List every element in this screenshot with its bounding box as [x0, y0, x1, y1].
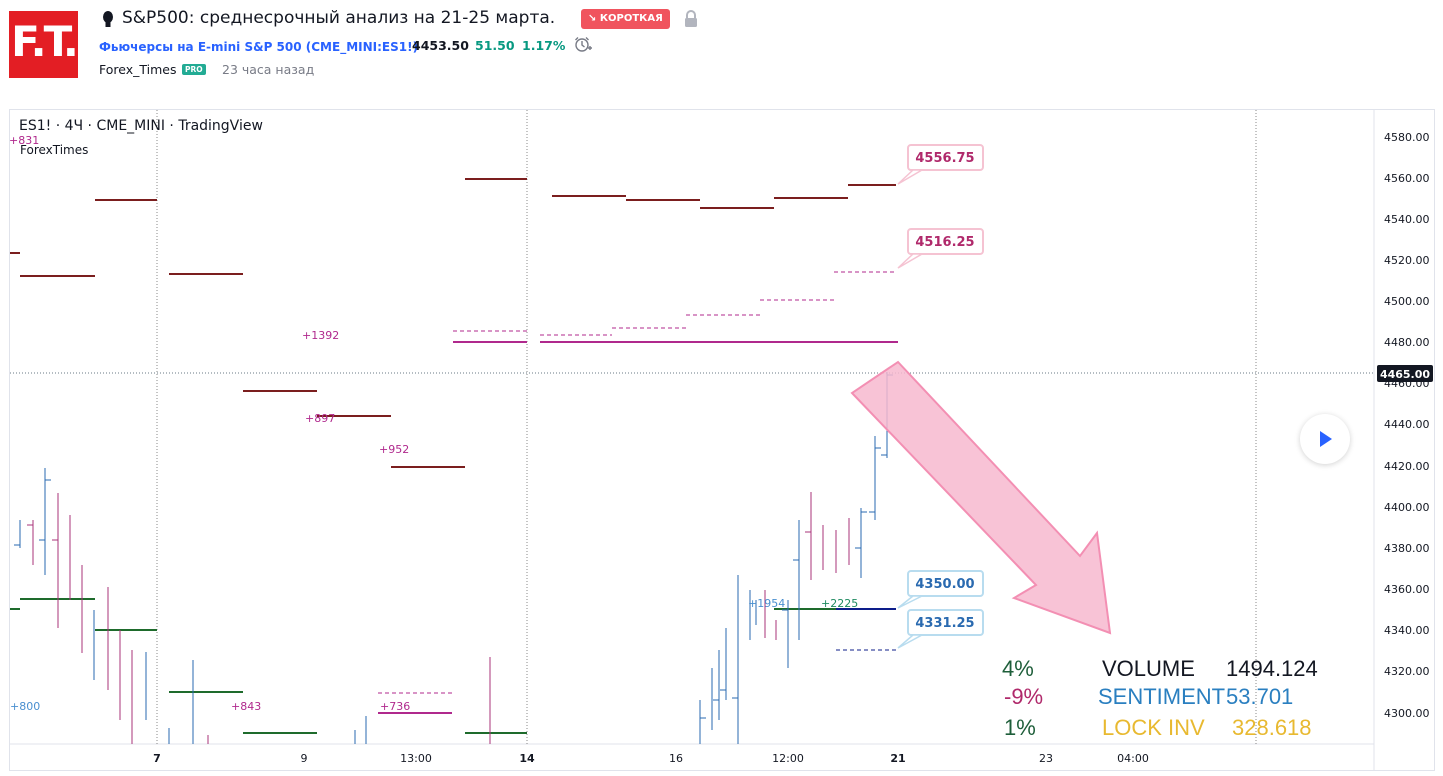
annotation-label: +736: [380, 700, 410, 713]
lockinv-label: LOCK INV: [1102, 715, 1205, 740]
symbol-link[interactable]: Фьючерсы на E-mini S&P 500 (CME_MINI:ES1…: [99, 40, 419, 54]
level-tag-4556: 4556.75: [897, 144, 984, 185]
svg-text:4340.00: 4340.00: [1384, 624, 1430, 637]
volume-label: VOLUME: [1102, 656, 1195, 681]
stat-percent-lockinv: 1%: [1004, 715, 1036, 740]
svg-text:16: 16: [669, 752, 683, 765]
svg-text:14: 14: [519, 752, 535, 765]
svg-text:04:00: 04:00: [1117, 752, 1149, 765]
sentiment-value: 53.701: [1226, 684, 1294, 709]
annotation-label: +800: [10, 700, 40, 713]
price-change-percent: 1.17%: [522, 38, 566, 53]
svg-text:4331.25: 4331.25: [915, 616, 974, 631]
alarm-clock-icon[interactable]: [573, 36, 593, 54]
pivot-lines: [378, 341, 898, 714]
lock-icon[interactable]: [683, 10, 699, 28]
annotation-label: +1392: [302, 329, 339, 342]
stat-percent-sentiment: -9%: [1004, 684, 1044, 709]
sentiment-label: SENTIMENT: [1098, 684, 1226, 709]
chart-frame[interactable]: [9, 109, 1435, 771]
svg-text:4520.00: 4520.00: [1384, 254, 1430, 267]
svg-text:4500.00: 4500.00: [1384, 295, 1430, 308]
down-arrow-forecast: [850, 360, 1112, 635]
svg-text:23: 23: [1039, 752, 1053, 765]
short-direction-badge: ↘ КОРОТКАЯ: [581, 9, 670, 29]
lightbulb-icon: [103, 11, 113, 27]
level-tag-4516: 4516.25: [897, 228, 984, 269]
level-tag-4331: 4331.25: [897, 609, 984, 649]
annotation-label: +952: [379, 443, 409, 456]
ohlc-bars: [14, 372, 893, 744]
annotation-label: +2225: [821, 597, 858, 610]
stat-percent-volume: 4%: [1002, 656, 1034, 681]
projected-resistance-levels: [378, 271, 896, 694]
idea-title: S&P500: среднесрочный анализ на 21-25 ма…: [122, 8, 556, 28]
last-price: 4453.50: [412, 38, 469, 53]
svg-text:4480.00: 4480.00: [1384, 336, 1430, 349]
svg-text:7: 7: [153, 752, 161, 765]
svg-text:9: 9: [301, 752, 308, 765]
chart-source-legend: ForexTimes: [20, 143, 89, 157]
annotation-label: +1954: [748, 597, 785, 610]
svg-text:4440.00: 4440.00: [1384, 418, 1430, 431]
price-axis-labels: 4580.00 4560.00 4540.00 4520.00 4500.00 …: [1384, 131, 1430, 720]
svg-text:4580.00: 4580.00: [1384, 131, 1430, 144]
svg-text:4516.25: 4516.25: [915, 235, 974, 250]
logo-text: F.T.: [11, 17, 79, 66]
svg-text:4360.00: 4360.00: [1384, 583, 1430, 596]
svg-text:4420.00: 4420.00: [1384, 460, 1430, 473]
svg-text:4465.00: 4465.00: [1380, 368, 1430, 381]
svg-text:4320.00: 4320.00: [1384, 665, 1430, 678]
author-link[interactable]: Forex_Times: [99, 62, 177, 77]
forex-times-logo[interactable]: F.T.: [9, 11, 79, 78]
annotation-label: +831: [9, 134, 39, 147]
lockinv-value: 328.618: [1232, 715, 1312, 740]
chart-symbol-legend[interactable]: ES1! · 4Ч · CME_MINI · TradingView: [19, 118, 263, 134]
svg-text:4540.00: 4540.00: [1384, 213, 1430, 226]
svg-text:4400.00: 4400.00: [1384, 501, 1430, 514]
svg-text:4350.00: 4350.00: [915, 577, 974, 592]
price-change: 51.50: [475, 38, 515, 53]
annotation-label: +843: [231, 700, 261, 713]
volume-value: 1494.124: [1226, 656, 1318, 681]
svg-text:4560.00: 4560.00: [1384, 172, 1430, 185]
play-icon: [1320, 431, 1332, 447]
svg-text:4380.00: 4380.00: [1384, 542, 1430, 555]
svg-text:4556.75: 4556.75: [915, 151, 974, 166]
annotation-label: +897: [305, 412, 335, 425]
svg-text:13:00: 13:00: [400, 752, 432, 765]
svg-text:4300.00: 4300.00: [1384, 707, 1430, 720]
current-price-label: 4465.00: [1377, 365, 1433, 382]
svg-text:21: 21: [890, 752, 905, 765]
play-idea-button[interactable]: [1300, 414, 1350, 464]
pro-badge: PRO: [182, 64, 206, 75]
publish-time: 23 часа назад: [222, 62, 315, 77]
level-tag-4350: 4350.00: [897, 570, 984, 609]
time-axis-labels: 7 9 13:00 14 16 12:00 21 23 04:00: [153, 752, 1149, 765]
svg-text:12:00: 12:00: [772, 752, 804, 765]
resistance-levels: [10, 178, 896, 468]
